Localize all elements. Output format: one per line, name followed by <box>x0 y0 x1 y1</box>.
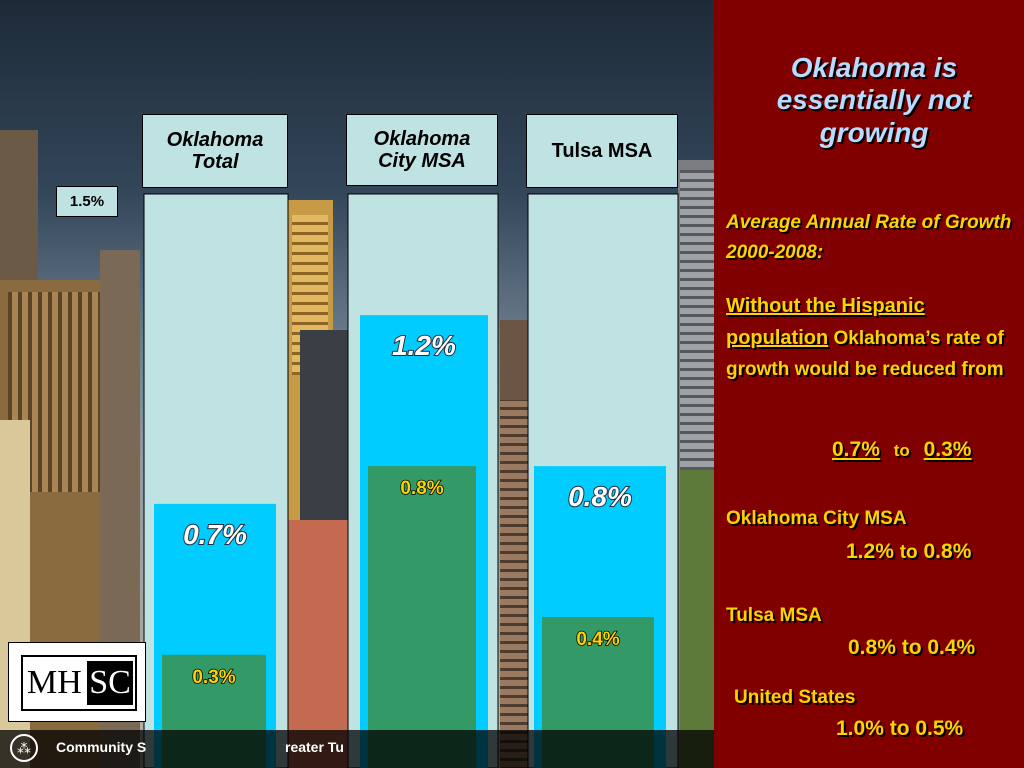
category-label-oklahoma-total: Oklahoma Total <box>142 114 288 188</box>
okc-to-word: to <box>899 542 918 563</box>
without-hispanic-emphasis: Without the Hispanic population <box>726 295 925 350</box>
without-hispanic-rest: Oklahoma’s rate of growth would be reduc… <box>726 328 1004 380</box>
us-change: 1.0% to 0.5% <box>836 717 964 740</box>
bar-non-hispanic-oklahoma-city-msa <box>368 466 476 768</box>
category-label-line: Oklahoma <box>166 128 264 151</box>
panel-without-hispanic-text: Without the Hispanic population Oklahoma… <box>726 290 1016 385</box>
category-label-tulsa-msa: Tulsa MSA <box>526 114 678 188</box>
oklahoma-to: 0.3% <box>923 438 972 461</box>
footer-text-left: Community S <box>56 739 147 755</box>
footer-bar: ⁂ Community S reater Tu <box>0 730 714 768</box>
mhsc-logo: MH SC <box>8 642 146 722</box>
data-label-total-oklahoma-total: 0.7% <box>183 519 247 550</box>
bar-plot: 0.7% 0.3% 1.2% 0.8% 0.8% 0.4% <box>143 193 679 768</box>
okc-change: 1.2% to 0.8% <box>846 540 971 564</box>
data-label-total-oklahoma-city-msa: 1.2% <box>392 330 456 361</box>
data-label-non-hispanic-tulsa-msa: 0.4% <box>576 629 619 650</box>
us-label: United States <box>734 687 856 708</box>
logo-text-sc: SC <box>87 661 133 705</box>
oklahoma-to-word: to <box>893 441 910 460</box>
category-label-line: Oklahoma <box>373 127 471 150</box>
category-label-line: City MSA <box>378 150 466 172</box>
okc-label: Oklahoma City MSA <box>726 508 907 529</box>
oklahoma-from: 0.7% <box>832 438 880 461</box>
data-label-non-hispanic-oklahoma-city-msa: 0.8% <box>400 478 443 499</box>
panel-subtitle: Average Annual Rate of Growth 2000-2008: <box>726 212 1012 264</box>
community-people-icon: ⁂ <box>10 734 38 762</box>
summary-panel <box>714 0 1024 768</box>
category-label-line: Total <box>191 151 239 173</box>
logo-text-mh: MH <box>27 661 87 705</box>
okc-from: 1.2% <box>846 540 894 563</box>
logo-frame <box>21 655 137 711</box>
category-label-oklahoma-city-msa: Oklahoma City MSA <box>346 114 498 186</box>
data-label-non-hispanic-oklahoma-total: 0.3% <box>192 667 235 688</box>
y-axis-tick-label: 1.5% <box>56 186 118 217</box>
category-label-line: Tulsa MSA <box>551 139 653 162</box>
data-label-total-tulsa-msa: 0.8% <box>568 481 632 512</box>
tulsa-label: Tulsa MSA <box>726 605 822 626</box>
panel-title: Oklahoma is essentially not growing <box>776 52 972 148</box>
tulsa-change: 0.8% to 0.4% <box>848 636 976 659</box>
growth-rate-bar-chart: 1.5% Oklahoma Total Oklahoma City MSA Tuls… <box>56 114 679 768</box>
oklahoma-change: 0.7% to 0.3% <box>832 438 971 462</box>
okc-to: 0.8% <box>923 540 972 563</box>
footer-text-right: reater Tu <box>285 739 344 755</box>
